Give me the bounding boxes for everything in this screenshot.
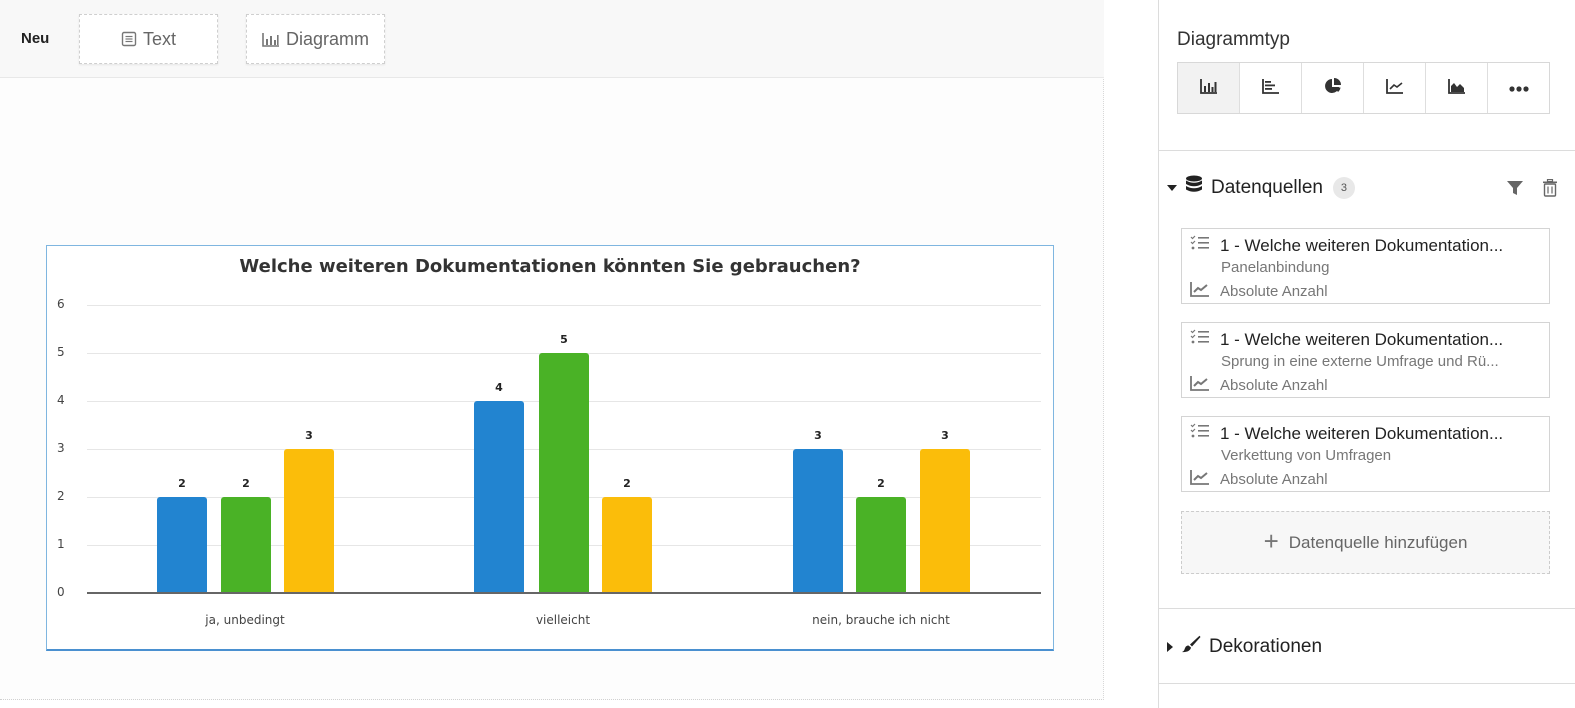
data-source-title: 1 - Welche weiteren Dokumentation... [1220,235,1504,255]
bar[interactable] [793,449,843,593]
checklist-icon [1190,235,1210,256]
trend-chart-icon [1190,469,1210,490]
bar-value-label: 4 [495,381,503,394]
database-icon [1185,175,1203,201]
chart-widget[interactable]: Welche weiteren Dokumentationen könnten … [46,245,1054,651]
add-data-source-button[interactable]: + Datenquelle hinzufügen [1181,511,1550,574]
bar[interactable] [602,497,652,593]
area-chart-icon [1447,78,1466,99]
chart-title: Welche weiteren Dokumentationen könnten … [239,256,861,277]
caret-right-icon [1167,642,1173,652]
bar-value-label: 3 [814,429,822,442]
filter-icon[interactable] [1506,179,1524,202]
add-text-button[interactable]: Text [79,14,218,64]
chart-type-selector [1177,62,1550,114]
editor-canvas: Neu Text Diagramm Welche weiteren Dokume… [0,0,1104,700]
data-source-title: 1 - Welche weiteren Dokumentation... [1220,329,1504,349]
y-tick: 1 [57,537,65,551]
chart-type-column-button[interactable] [1178,63,1240,113]
y-tick: 0 [57,585,65,599]
checklist-icon [1190,423,1210,444]
add-text-label: Text [142,28,176,49]
x-category-label: nein, brauche ich nicht [812,613,950,627]
plus-icon: + [1263,526,1279,556]
data-source-card[interactable]: 1 - Welche weiteren Dokumentation... Pan… [1181,228,1550,304]
chart-type-pie-button[interactable] [1302,63,1364,113]
caret-down-icon [1167,185,1177,191]
bar-value-label: 2 [623,477,631,490]
horizontal-bar-chart-icon [1261,78,1280,99]
bar-value-label: 2 [877,477,885,490]
data-source-metric: Absolute Anzahl [1220,471,1328,488]
data-source-subtitle: Sprung in eine externe Umfrage und Rü... [1221,353,1499,370]
chart-type-heading: Diagrammtyp [1177,29,1290,50]
y-tick: 6 [57,297,65,311]
pie-chart-icon [1324,77,1342,100]
data-source-metric: Absolute Anzahl [1220,377,1328,394]
x-category-label: vielleicht [535,613,591,627]
insert-toolbar: Neu Text Diagramm [0,0,1104,78]
bar-value-label: 5 [560,333,568,346]
chart-type-more-button[interactable] [1488,63,1549,113]
add-diagram-label: Diagramm [285,28,369,49]
new-label: Neu [21,30,50,47]
bar-value-label: 3 [305,429,313,442]
bar-value-label: 2 [178,477,186,490]
bar[interactable] [284,449,334,593]
column-chart-icon [1199,78,1218,99]
add-data-source-label: Datenquelle hinzufügen [1288,532,1468,552]
line-chart-icon [1385,78,1404,99]
data-source-card[interactable]: 1 - Welche weiteren Dokumentation... Ver… [1181,416,1550,492]
checklist-icon [1190,329,1210,350]
trend-chart-icon [1190,375,1210,396]
data-sources-actions [1506,178,1558,202]
bar[interactable] [539,353,589,593]
chart-type-bar-button[interactable] [1240,63,1302,113]
data-sources-heading: Datenquellen [1211,177,1323,198]
bar-value-label: 2 [242,477,250,490]
more-dots-icon [1508,79,1529,97]
text-document-icon [121,31,137,47]
bar[interactable] [157,497,207,593]
data-source-card[interactable]: 1 - Welche weiteren Dokumentation... Spr… [1181,322,1550,398]
chart-type-area-button[interactable] [1426,63,1488,113]
data-sources-section: Datenquellen 3 1 - Welche weiteren Dokum… [1159,151,1575,609]
decorations-heading: Dekorationen [1209,636,1323,657]
chart-type-line-button[interactable] [1364,63,1426,113]
chart-type-section: Diagrammtyp [1159,0,1575,151]
bar-value-label: 3 [941,429,949,442]
paintbrush-icon [1181,635,1201,659]
data-source-metric: Absolute Anzahl [1220,283,1328,300]
bar[interactable] [920,449,970,593]
x-category-label: ja, unbedingt [205,613,285,627]
bar[interactable] [856,497,906,593]
decorations-toggle[interactable]: Dekorationen [1167,635,1322,659]
trend-chart-icon [1190,281,1210,302]
y-tick: 3 [57,441,65,455]
chart-settings-panel: Diagrammtyp [1158,0,1575,708]
data-sources-toggle[interactable]: Datenquellen 3 [1167,175,1355,201]
x-axis [87,592,1041,594]
data-source-title: 1 - Welche weiteren Dokumentation... [1220,423,1504,443]
bar[interactable] [221,497,271,593]
y-tick: 5 [57,345,65,359]
data-source-subtitle: Verkettung von Umfragen [1221,447,1392,464]
y-tick: 2 [57,489,65,503]
bar[interactable] [474,401,524,593]
data-source-subtitle: Panelanbindung [1221,259,1330,276]
add-diagram-button[interactable]: Diagramm [246,14,385,64]
gridline [87,305,1041,306]
decorations-section: Dekorationen [1159,609,1575,684]
data-sources-count-badge: 3 [1332,177,1355,199]
bar-chart-icon [262,32,280,47]
trash-icon[interactable] [1542,178,1558,202]
y-tick: 4 [57,393,65,407]
